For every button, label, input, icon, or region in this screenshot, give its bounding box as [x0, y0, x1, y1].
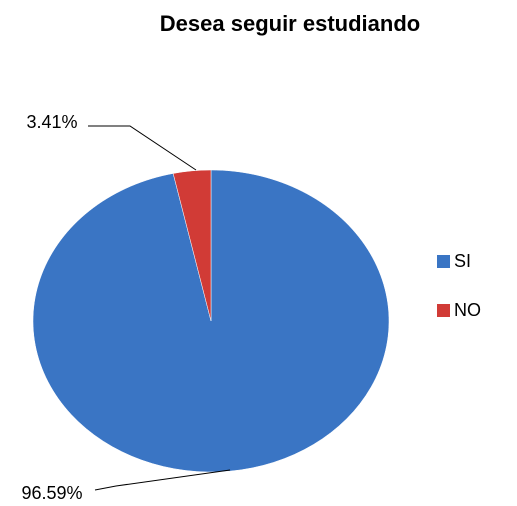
data-label: 96.59%: [21, 483, 82, 503]
data-label: 3.41%: [26, 112, 77, 132]
pie-slice: [172, 169, 212, 322]
legend-label: SI: [454, 251, 471, 271]
legend-label: NO: [454, 300, 481, 320]
leader-line: [94, 469, 231, 491]
chart-title: Desea seguir estudiando: [160, 11, 420, 36]
legend-swatch: [437, 255, 450, 268]
legend-swatch: [437, 304, 450, 317]
leader-line: [88, 125, 197, 171]
